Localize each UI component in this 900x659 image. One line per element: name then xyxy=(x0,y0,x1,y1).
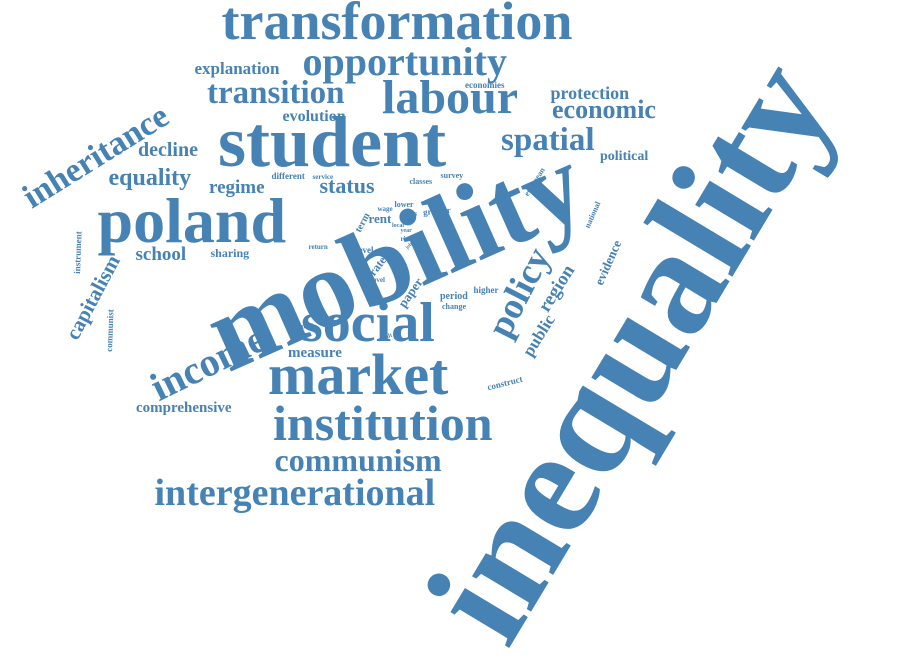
word-intergenerational: intergenerational xyxy=(154,472,436,514)
word-measure: measure xyxy=(288,344,342,361)
word-rise: rise xyxy=(400,234,412,243)
word-protection: protection xyxy=(550,83,630,103)
word-poland: poland xyxy=(97,185,287,256)
word-local: local xyxy=(392,223,404,229)
word-political: political xyxy=(600,149,649,164)
word-decline: decline xyxy=(138,139,198,161)
word-labour: labour xyxy=(382,71,519,124)
word-classes: classes xyxy=(409,177,433,186)
word-higher: higher xyxy=(473,284,499,295)
word-school: school xyxy=(135,243,187,265)
word-lower: lower xyxy=(394,200,414,209)
word-change: change xyxy=(442,302,466,311)
word-equality: equality xyxy=(108,165,192,191)
word-market: market xyxy=(268,342,449,407)
word-transformation: transformation xyxy=(221,0,573,51)
word-economic: economic xyxy=(552,95,656,124)
word-level: level xyxy=(356,244,374,255)
word-comprehensive: comprehensive xyxy=(136,399,232,416)
word-rent: rent xyxy=(368,210,392,226)
word-regime: regime xyxy=(209,176,265,198)
word-status: status xyxy=(319,173,375,198)
word-student: student xyxy=(218,102,447,182)
word-survey: survey xyxy=(440,171,464,180)
word-inequality: inequality xyxy=(393,32,867,659)
word-communism: communism xyxy=(274,442,442,478)
word-explanation: explanation xyxy=(194,58,280,78)
word-sharing: sharing xyxy=(210,246,250,260)
word-period: period xyxy=(440,291,468,302)
word-economies: economies xyxy=(465,79,505,90)
word-service: service xyxy=(312,172,334,181)
word-transition: transition xyxy=(207,74,345,111)
word-class: class xyxy=(401,209,417,218)
word-wage: wage xyxy=(377,204,393,213)
word-different: different xyxy=(271,170,305,181)
word-opportunity: opportunity xyxy=(302,39,508,84)
word-novel: novel xyxy=(369,275,385,284)
word-institution: institution xyxy=(273,395,493,451)
word-greater: greater xyxy=(422,204,452,217)
word-income: income xyxy=(143,315,273,410)
word-spatial: spatial xyxy=(501,121,595,158)
word-return: return xyxy=(308,242,328,251)
word-instrument: instrument xyxy=(71,230,83,274)
word-evolution: evolution xyxy=(282,108,346,125)
word-social: social xyxy=(301,292,435,354)
word-year: year xyxy=(400,228,412,234)
word-communist: communist xyxy=(103,308,115,352)
